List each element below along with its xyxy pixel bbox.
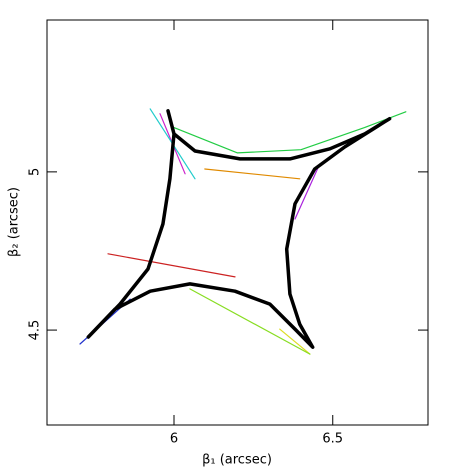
caustic-line: [173, 111, 407, 154]
caustic-line: [204, 168, 301, 180]
plot-frame: [46, 19, 429, 426]
caustic-line: [86, 109, 392, 349]
x-tick-label: 6.5: [322, 432, 343, 447]
y-tick-label: 5: [28, 168, 43, 176]
y-axis-label: β₂ (arcsec): [7, 187, 22, 257]
caustic-line: [107, 253, 236, 278]
x-axis-label: β₁ (arcsec): [202, 453, 272, 468]
caustic-line: [294, 163, 321, 220]
x-tick-label: 6: [170, 432, 178, 447]
y-tick-label: 4.5: [28, 320, 43, 341]
caustic-line: [279, 328, 311, 355]
caustic-line: [189, 288, 311, 355]
